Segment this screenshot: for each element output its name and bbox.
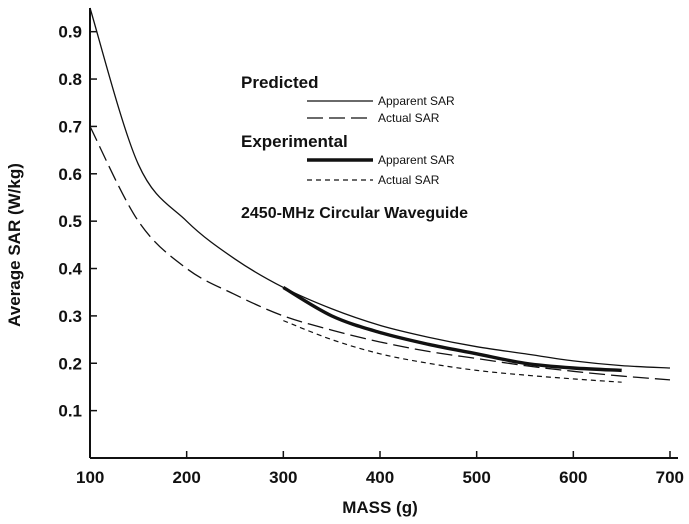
x-tick-label: 500 — [462, 468, 490, 487]
y-tick-label: 0.8 — [58, 70, 82, 89]
series-line-predicted-apparent-sar — [89, 7, 671, 369]
x-axis-label: MASS (g) — [342, 498, 418, 517]
x-tick-label: 600 — [559, 468, 587, 487]
series-line-experimental-apparent-sar — [282, 286, 622, 373]
x-tick-label: 200 — [172, 468, 200, 487]
legend-label-predicted-actual: Actual SAR — [378, 111, 440, 125]
y-tick-label: 0.1 — [58, 402, 82, 421]
y-tick-label: 0.4 — [58, 260, 82, 279]
y-axis-label: Average SAR (W/kg) — [5, 163, 24, 327]
y-tick-label: 0.9 — [58, 23, 82, 42]
x-tick-label: 700 — [656, 468, 684, 487]
series-line-predicted-actual-sar — [89, 126, 671, 381]
axes — [89, 8, 678, 459]
x-tick-label: 300 — [269, 468, 297, 487]
x-tick-label: 100 — [76, 468, 104, 487]
y-tick-label: 0.2 — [58, 354, 82, 373]
y-ticks: 0.1 0.2 0.3 0.4 0.5 0.6 0.7 0.8 0.9 — [58, 23, 97, 421]
legend-heading-experimental: Experimental — [241, 132, 348, 151]
x-tick-label: 400 — [366, 468, 394, 487]
legend-heading-predicted: Predicted — [241, 73, 318, 92]
legend-label-experimental-apparent: Apparent SAR — [378, 153, 455, 167]
series-layer — [89, 7, 671, 383]
x-ticks: 100 200 300 400 500 600 700 — [76, 451, 684, 487]
legend-label-experimental-actual: Actual SAR — [378, 173, 440, 187]
chart-annotation: 2450-MHz Circular Waveguide — [241, 205, 468, 222]
legend-label-predicted-apparent: Apparent SAR — [378, 94, 455, 108]
series-line-experimental-actual-sar — [283, 320, 622, 383]
y-tick-label: 0.3 — [58, 307, 82, 326]
y-tick-label: 0.7 — [58, 117, 82, 136]
y-tick-label: 0.6 — [58, 165, 82, 184]
legend: Predicted Apparent SAR Actual SAR Experi… — [241, 73, 455, 187]
y-tick-label: 0.5 — [58, 212, 82, 231]
